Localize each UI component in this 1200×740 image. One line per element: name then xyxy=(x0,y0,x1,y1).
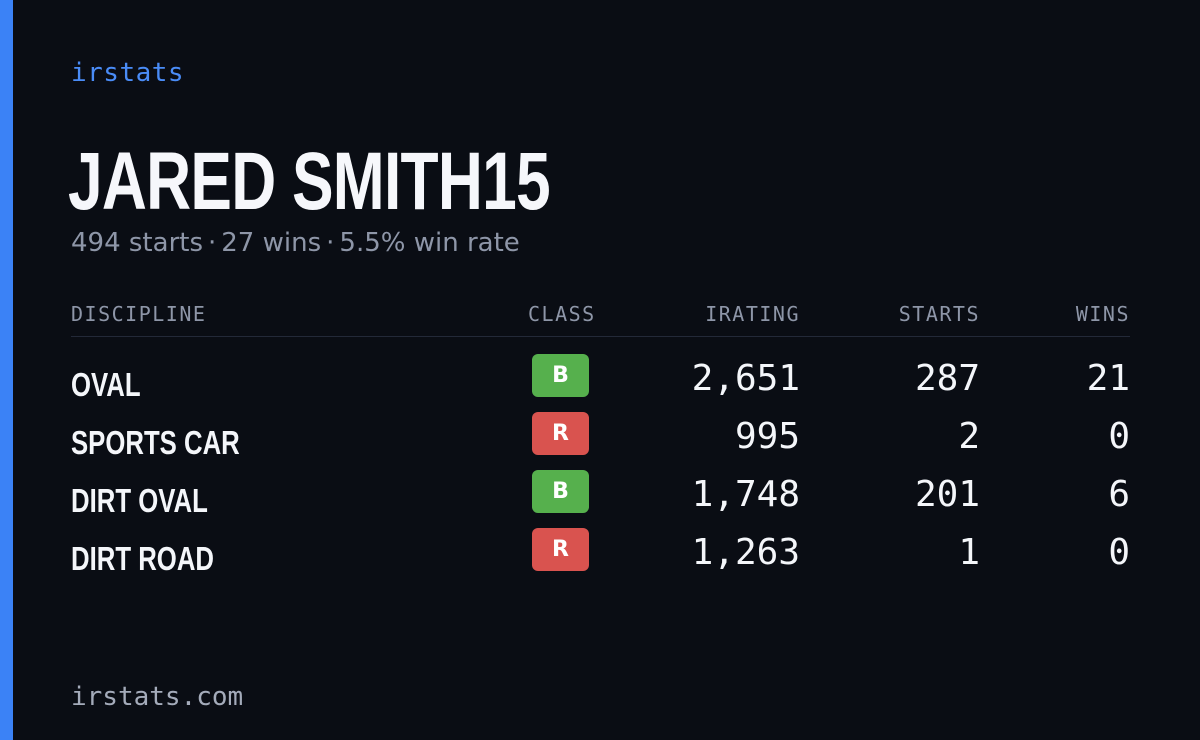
table-row: DIRT OVAL B 1,748 201 6 xyxy=(71,470,1130,528)
column-header-discipline: DISCIPLINE xyxy=(71,302,207,326)
column-header-starts: STARTS xyxy=(898,302,980,326)
discipline-name: OVAL xyxy=(71,366,141,403)
irating-value: 995 xyxy=(734,416,800,457)
footer-site-url: irstats.com xyxy=(71,682,244,712)
player-summary: 494 starts · 27 wins · 5.5% win rate xyxy=(71,228,520,258)
discipline-stats-table: DISCIPLINE CLASS IRATING STARTS WINS OVA… xyxy=(71,296,1130,577)
summary-wins: 27 wins xyxy=(221,228,322,258)
summary-win-rate: 5.5% win rate xyxy=(339,228,520,258)
starts-value: 1 xyxy=(958,532,980,573)
table-row: OVAL B 2,651 287 21 xyxy=(71,354,1130,412)
table-row: DIRT ROAD R 1,263 1 0 xyxy=(71,528,1130,586)
table-body: OVAL B 2,651 287 21 SPORTS CAR R 995 2 0… xyxy=(71,354,1130,586)
wins-value: 0 xyxy=(1108,532,1130,573)
class-badge: R xyxy=(532,412,589,455)
discipline-name: DIRT OVAL xyxy=(71,482,208,519)
accent-bar xyxy=(0,0,13,740)
class-badge: B xyxy=(532,470,589,513)
starts-value: 2 xyxy=(958,416,980,457)
discipline-name: SPORTS CAR xyxy=(71,424,240,461)
table-header-row: DISCIPLINE CLASS IRATING STARTS WINS xyxy=(71,296,1130,337)
table-row: SPORTS CAR R 995 2 0 xyxy=(71,412,1130,470)
summary-separator: · xyxy=(326,228,335,258)
column-header-wins: WINS xyxy=(1075,302,1130,326)
summary-separator: · xyxy=(208,228,217,258)
wins-value: 0 xyxy=(1108,416,1130,457)
irating-value: 2,651 xyxy=(691,358,800,399)
class-badge: B xyxy=(532,354,589,397)
starts-value: 287 xyxy=(914,358,980,399)
column-header-irating: IRATING xyxy=(705,302,800,326)
summary-starts: 494 starts xyxy=(71,228,203,258)
wins-value: 21 xyxy=(1086,358,1130,399)
wins-value: 6 xyxy=(1108,474,1130,515)
starts-value: 201 xyxy=(914,474,980,515)
column-header-class: CLASS xyxy=(528,302,596,326)
class-badge: R xyxy=(532,528,589,571)
discipline-name: DIRT ROAD xyxy=(71,540,214,577)
irating-value: 1,263 xyxy=(691,532,800,573)
brand-logo-text: irstats xyxy=(71,58,185,88)
irating-value: 1,748 xyxy=(691,474,800,515)
player-name: JARED SMITH15 xyxy=(68,136,551,227)
